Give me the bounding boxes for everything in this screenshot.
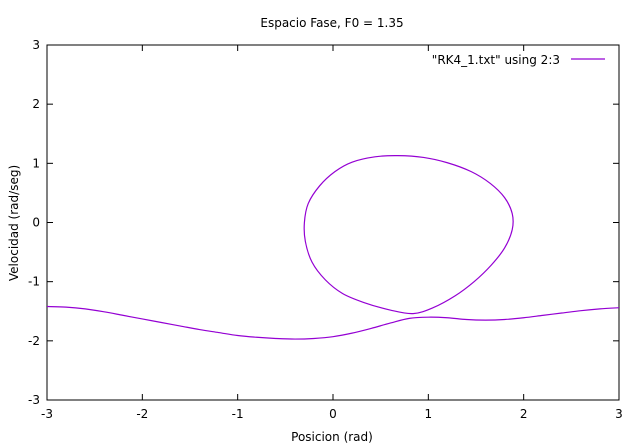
x-tick-label: -3 [41, 407, 53, 421]
plot-frame [46, 44, 620, 401]
x-tick-label: 1 [425, 407, 433, 421]
series-loop-line [303, 155, 514, 315]
x-tick-label: -2 [136, 407, 148, 421]
x-axis-label: Posicion (rad) [291, 430, 373, 444]
x-axis-ticks: -3 -2 -1 0 1 2 3 [41, 45, 623, 421]
y-axis-ticks: -3 -2 -1 0 1 2 3 [28, 38, 619, 407]
y-tick-label: 2 [32, 97, 40, 111]
y-tick-label: 3 [32, 38, 40, 52]
x-tick-label: -1 [232, 407, 244, 421]
y-tick-label: 1 [32, 156, 40, 170]
y-tick-label: 0 [32, 216, 40, 230]
series-trajectory-line [46, 305, 620, 340]
legend: "RK4_1.txt" using 2:3 [432, 53, 605, 67]
x-tick-label: 0 [329, 407, 337, 421]
series-layer [46, 155, 620, 340]
legend-label: "RK4_1.txt" using 2:3 [432, 53, 560, 67]
y-tick-label: -2 [28, 334, 40, 348]
x-tick-label: 2 [520, 407, 528, 421]
y-tick-label: -1 [28, 275, 40, 289]
plot-area: -3 -2 -1 0 1 2 3 -3 -2 -1 0 1 2 3 [28, 38, 623, 421]
x-tick-label: 3 [615, 407, 623, 421]
y-tick-label: -3 [28, 393, 40, 407]
chart-title: Espacio Fase, F0 = 1.35 [260, 16, 403, 30]
y-axis-label: Velocidad (rad/seg) [7, 165, 21, 281]
